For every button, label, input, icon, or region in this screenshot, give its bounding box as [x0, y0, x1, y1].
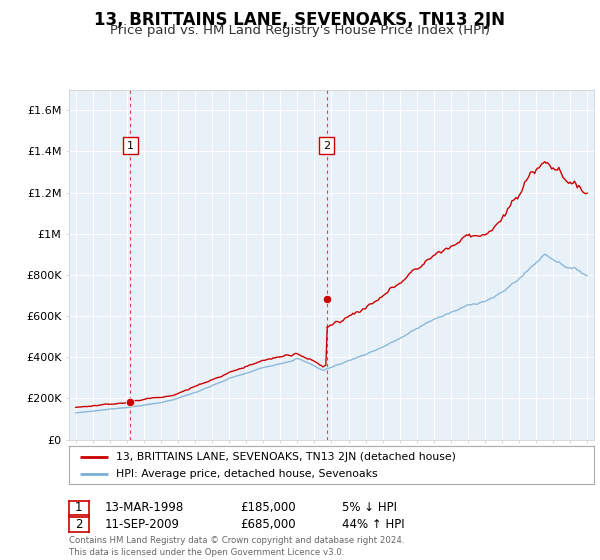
Text: 44% ↑ HPI: 44% ↑ HPI — [342, 518, 404, 531]
Text: 2: 2 — [75, 518, 83, 531]
Text: £185,000: £185,000 — [240, 501, 296, 515]
Text: 1: 1 — [127, 141, 134, 151]
Text: 2: 2 — [323, 141, 330, 151]
Text: 13-MAR-1998: 13-MAR-1998 — [105, 501, 184, 515]
Text: 13, BRITTAINS LANE, SEVENOAKS, TN13 2JN: 13, BRITTAINS LANE, SEVENOAKS, TN13 2JN — [95, 11, 505, 29]
Text: Price paid vs. HM Land Registry's House Price Index (HPI): Price paid vs. HM Land Registry's House … — [110, 24, 490, 36]
Text: 5% ↓ HPI: 5% ↓ HPI — [342, 501, 397, 515]
Text: 1: 1 — [75, 501, 83, 515]
Text: £685,000: £685,000 — [240, 518, 296, 531]
Text: HPI: Average price, detached house, Sevenoaks: HPI: Average price, detached house, Seve… — [116, 469, 378, 479]
Text: 13, BRITTAINS LANE, SEVENOAKS, TN13 2JN (detached house): 13, BRITTAINS LANE, SEVENOAKS, TN13 2JN … — [116, 452, 456, 462]
Text: 11-SEP-2009: 11-SEP-2009 — [105, 518, 180, 531]
Text: Contains HM Land Registry data © Crown copyright and database right 2024.
This d: Contains HM Land Registry data © Crown c… — [69, 536, 404, 557]
